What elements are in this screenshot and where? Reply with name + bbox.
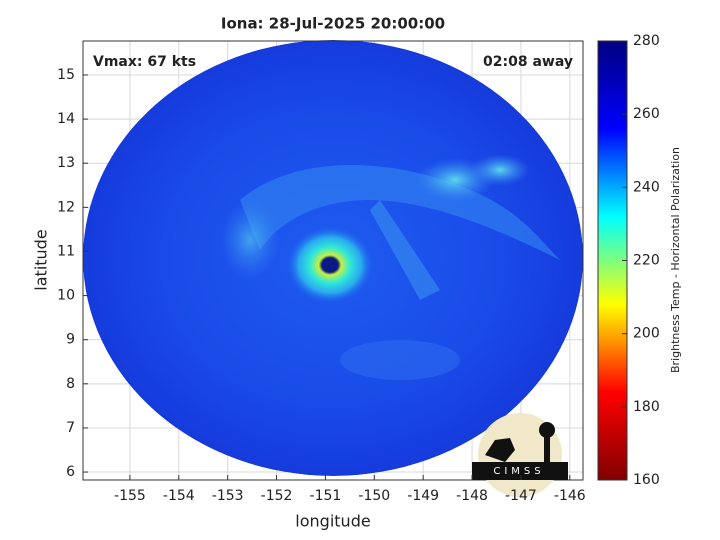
x-tick-label: -149 bbox=[407, 488, 439, 504]
y-tick-label: 14 bbox=[57, 111, 75, 127]
x-tick-label: -155 bbox=[114, 488, 146, 504]
y-tick-label: 7 bbox=[66, 420, 75, 436]
y-tick-label: 8 bbox=[66, 376, 75, 392]
colorbar-tick-label: 220 bbox=[633, 253, 660, 269]
chart-title: Iona: 28-Jul-2025 20:00:00 bbox=[221, 15, 445, 33]
colorbar-tick-label: 280 bbox=[633, 33, 660, 49]
x-tick-label: -153 bbox=[212, 488, 244, 504]
colorbar-tick-label: 240 bbox=[633, 179, 660, 195]
colorbar-tick-label: 180 bbox=[633, 399, 660, 415]
y-tick-label: 6 bbox=[66, 464, 75, 480]
x-tick-label: -146 bbox=[554, 488, 586, 504]
colorbar-tick-label: 160 bbox=[633, 472, 660, 488]
plot-frame bbox=[82, 40, 584, 481]
y-tick-label: 12 bbox=[57, 199, 75, 215]
y-axis-label: latitude bbox=[32, 229, 51, 290]
x-tick-label: -148 bbox=[456, 488, 488, 504]
y-tick-label: 9 bbox=[66, 332, 75, 348]
x-tick-label: -151 bbox=[310, 488, 342, 504]
x-tick-label: -147 bbox=[505, 488, 537, 504]
logo-text: CIMSS bbox=[493, 466, 544, 477]
satellite-image bbox=[83, 40, 583, 476]
y-tick-label: 15 bbox=[57, 67, 75, 83]
x-tick-label: -150 bbox=[358, 488, 390, 504]
x-tick-label: -154 bbox=[163, 488, 195, 504]
y-tick-label: 10 bbox=[57, 288, 75, 304]
x-tick-label: -152 bbox=[261, 488, 293, 504]
colorbar-tick-label: 260 bbox=[633, 106, 660, 122]
colorbar-tick-label: 200 bbox=[633, 326, 660, 342]
colorbar-label: Brightness Temp - Horizontal Polarizatio… bbox=[669, 147, 682, 373]
y-tick-label: 13 bbox=[57, 155, 75, 171]
annotation: Vmax: 67 kts bbox=[93, 54, 196, 70]
logo bbox=[472, 413, 568, 497]
y-tick-label: 11 bbox=[57, 243, 75, 259]
x-axis-label: longitude bbox=[295, 512, 370, 531]
annotation: 02:08 away bbox=[483, 54, 573, 70]
